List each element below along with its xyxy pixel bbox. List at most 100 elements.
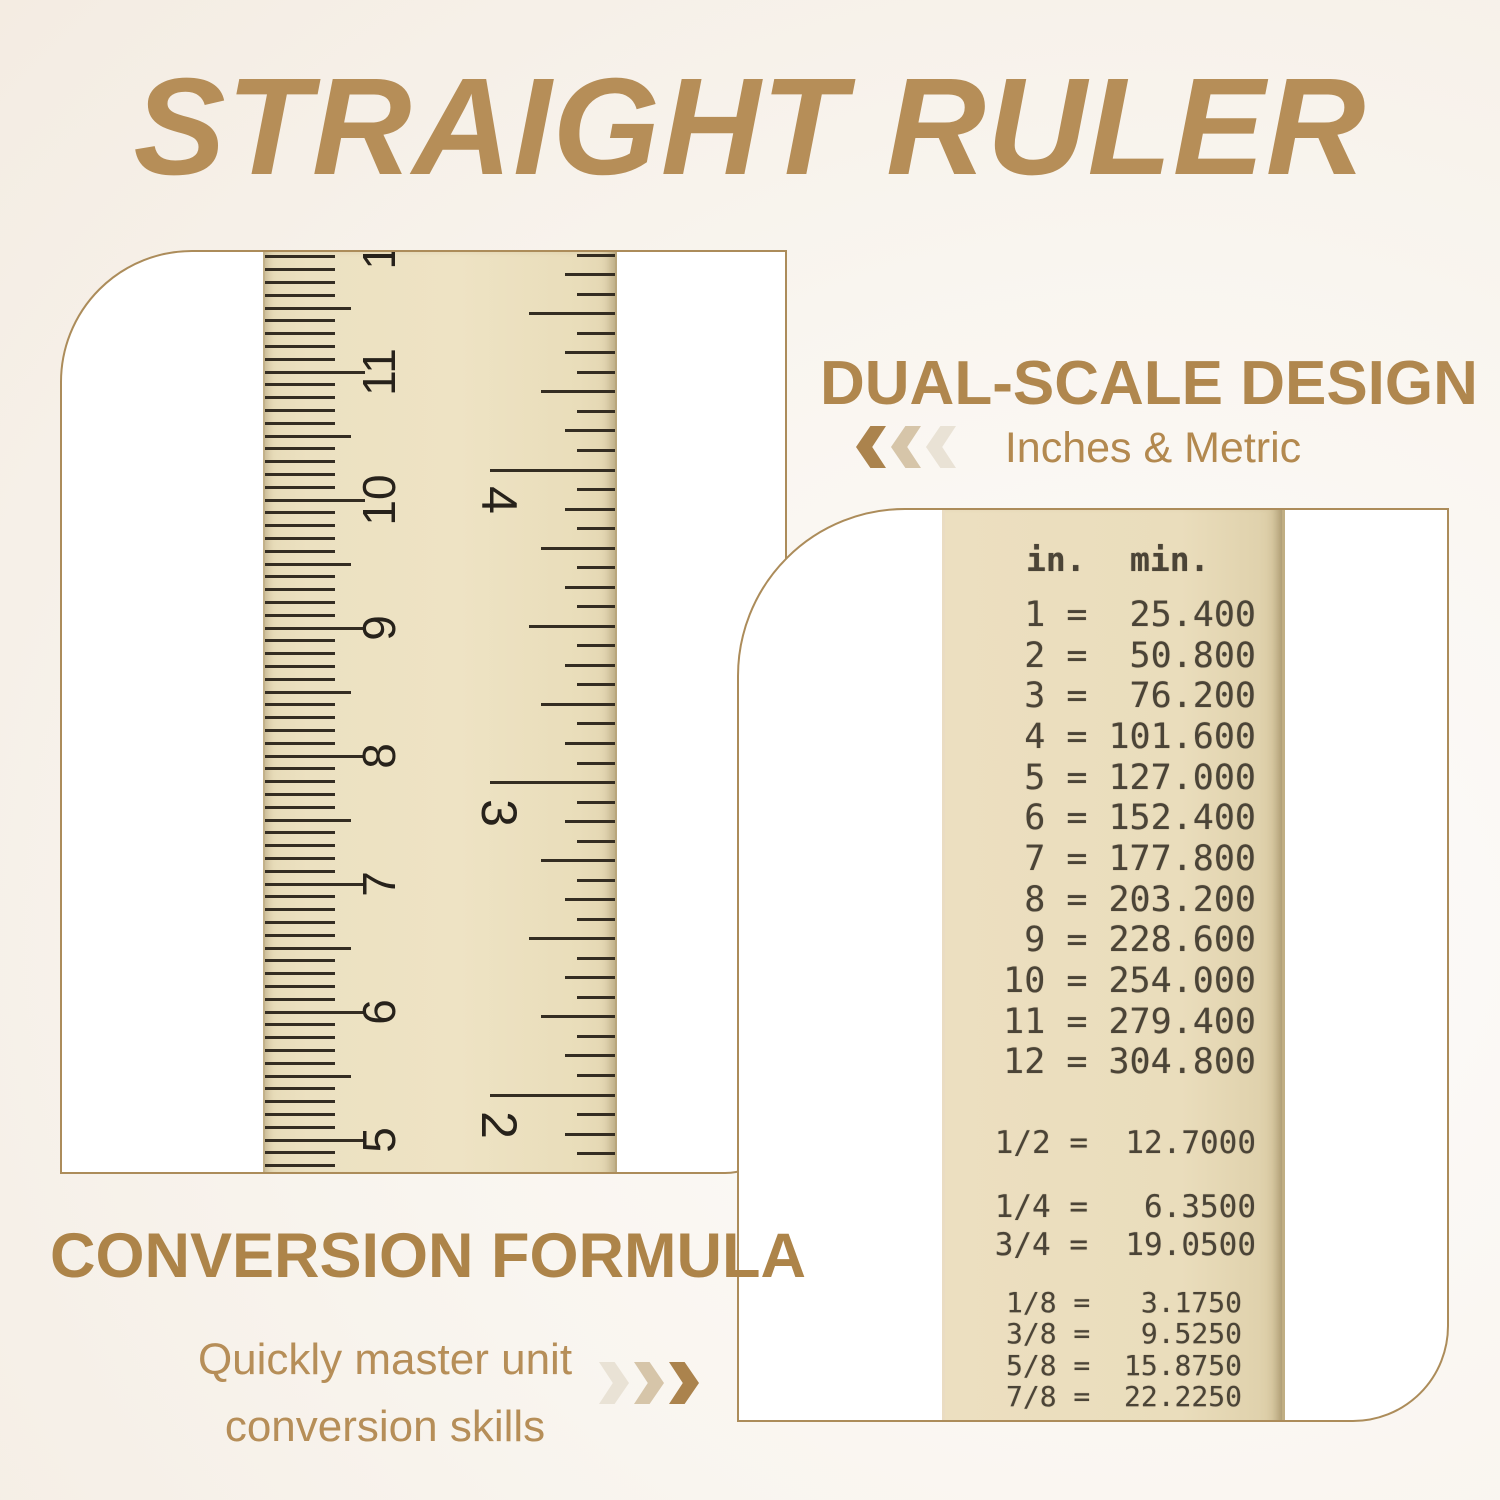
cm-tick bbox=[265, 1100, 335, 1104]
cm-tick bbox=[265, 728, 335, 732]
cm-tick bbox=[265, 703, 335, 707]
inch-tick bbox=[577, 878, 615, 882]
inch-tick bbox=[577, 253, 615, 257]
inch-tick bbox=[577, 1113, 615, 1116]
cm-tick bbox=[265, 357, 335, 361]
cm-tick bbox=[265, 844, 335, 848]
cm-tick bbox=[265, 511, 335, 515]
table-row: 3/4 = 19.0500 bbox=[994, 1227, 1256, 1263]
inch-tick bbox=[577, 409, 615, 413]
cm-tick bbox=[265, 741, 335, 745]
cm-tick bbox=[265, 805, 335, 809]
inch-tick bbox=[565, 273, 615, 277]
inch-tick bbox=[577, 370, 615, 374]
inch-tick bbox=[577, 761, 615, 765]
table-row: 3 = 76.200 bbox=[1003, 676, 1256, 716]
cm-tick bbox=[265, 856, 335, 860]
cm-tick bbox=[265, 268, 335, 272]
cm-tick bbox=[265, 664, 335, 668]
cm-tick bbox=[265, 1023, 335, 1027]
table-row: 3/8 = 9.5250 bbox=[1005, 1317, 1242, 1350]
inch-tick bbox=[577, 292, 615, 296]
inch-tick bbox=[577, 644, 615, 648]
table-row: 1/4 = 6.3500 bbox=[994, 1189, 1256, 1225]
cm-tick bbox=[265, 780, 335, 784]
conversion-subtext-line2: conversion skills bbox=[224, 1402, 546, 1451]
cm-tick bbox=[265, 984, 335, 988]
col-header-in: in. bbox=[1026, 540, 1086, 579]
cm-tick bbox=[265, 997, 335, 1001]
table-row: 5 = 127.000 bbox=[1003, 758, 1256, 798]
inch-number: 4 bbox=[471, 486, 527, 514]
ruler-photo-panel: 56789101112 2 3 4 bbox=[60, 250, 787, 1174]
conversion-subtext: Quickly master unit conversion skills bbox=[60, 1326, 710, 1460]
inch-tick bbox=[577, 488, 615, 491]
cm-tick bbox=[265, 1164, 335, 1168]
table-row: 7 = 177.800 bbox=[1003, 839, 1256, 879]
cm-tick bbox=[265, 639, 335, 643]
cm-tick bbox=[265, 1151, 335, 1155]
triple-chevron-left-icon bbox=[856, 426, 961, 468]
cm-tick bbox=[265, 293, 335, 297]
cm-tick bbox=[265, 280, 335, 284]
cm-tick bbox=[265, 677, 335, 681]
cm-tick bbox=[265, 396, 335, 400]
inch-tick bbox=[565, 429, 615, 433]
conversion-table-strip: in. min. 1 = 25.400 2 = 50.800 3 = 76.20… bbox=[942, 510, 1285, 1420]
cm-tick bbox=[265, 767, 335, 771]
cm-tick bbox=[265, 447, 335, 451]
cm-tick bbox=[265, 498, 365, 502]
inch-tick bbox=[577, 683, 615, 687]
cm-tick bbox=[265, 895, 335, 899]
cm-tick bbox=[265, 1036, 335, 1040]
cm-tick bbox=[265, 344, 335, 348]
cm-tick bbox=[265, 716, 335, 720]
cm-tick bbox=[265, 946, 351, 950]
inch-tick bbox=[541, 859, 615, 863]
table-row: 1/8 = 3.1750 bbox=[1005, 1286, 1242, 1319]
cm-tick bbox=[265, 869, 335, 873]
cm-tick bbox=[265, 1087, 335, 1091]
table-row: 2 = 50.800 bbox=[1003, 636, 1256, 676]
inch-tick bbox=[529, 312, 615, 316]
cm-tick bbox=[265, 472, 335, 476]
cm-tick bbox=[265, 882, 365, 886]
cm-tick bbox=[265, 908, 335, 912]
cm-tick bbox=[265, 1138, 365, 1142]
cm-tick bbox=[265, 485, 335, 489]
table-row: 1 = 25.400 bbox=[1003, 595, 1256, 635]
inch-tick bbox=[565, 741, 615, 745]
cm-tick bbox=[265, 536, 335, 540]
dual-scale-subheading: Inches & Metric bbox=[1004, 424, 1302, 472]
ruler-strip: 56789101112 2 3 4 bbox=[263, 252, 617, 1172]
cm-tick bbox=[265, 959, 335, 963]
cm-tick bbox=[265, 600, 335, 604]
inch-number: 3 bbox=[471, 798, 527, 827]
cm-tick bbox=[265, 332, 335, 336]
triple-chevron-right-icon bbox=[599, 1362, 704, 1404]
cm-tick bbox=[265, 1048, 335, 1052]
cm-tick bbox=[265, 920, 335, 924]
inch-tick bbox=[490, 1093, 615, 1097]
inch-tick bbox=[541, 1015, 615, 1019]
cm-tick bbox=[265, 933, 335, 937]
cm-tick bbox=[265, 1061, 335, 1065]
cm-tick bbox=[265, 792, 335, 796]
cm-tick bbox=[265, 1074, 351, 1078]
conversion-subtext-line1: Quickly master unit bbox=[197, 1335, 573, 1384]
inch-tick bbox=[529, 624, 615, 628]
inch-tick bbox=[565, 663, 615, 667]
cm-tick bbox=[265, 690, 351, 694]
inch-tick bbox=[577, 800, 615, 804]
inch-tick bbox=[529, 937, 615, 941]
cm-tick bbox=[265, 421, 335, 425]
inch-tick bbox=[577, 722, 615, 726]
inch-tick bbox=[565, 898, 615, 902]
table-row: 8 = 203.200 bbox=[1003, 880, 1256, 920]
cm-tick bbox=[265, 562, 351, 566]
inch-tick bbox=[541, 546, 615, 550]
table-row: 4 = 101.600 bbox=[1003, 717, 1256, 757]
chevron-right-icon bbox=[634, 1362, 664, 1404]
inch-tick bbox=[577, 1152, 615, 1156]
inch-tick bbox=[565, 1132, 615, 1136]
